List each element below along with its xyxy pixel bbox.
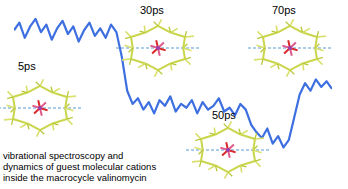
molecule — [116, 19, 200, 76]
molecule — [186, 121, 270, 178]
time-label: 50ps — [212, 109, 236, 121]
trace-group — [14, 19, 332, 148]
graphic: 5ps 30ps 50ps 70ps vibrational spectroscopy … — [0, 0, 348, 189]
time-label: 5ps — [18, 60, 36, 72]
time-label: 70ps — [272, 4, 296, 16]
trace-line — [14, 19, 332, 148]
caption: inside the macrocycle valinomycin — [3, 172, 147, 183]
caption: vibrational spectroscopy and — [3, 150, 123, 161]
time-label: 30ps — [140, 4, 164, 16]
caption: dynamics of guest molecular cations — [3, 161, 156, 172]
molecule — [0, 79, 82, 136]
molecule — [248, 19, 332, 76]
